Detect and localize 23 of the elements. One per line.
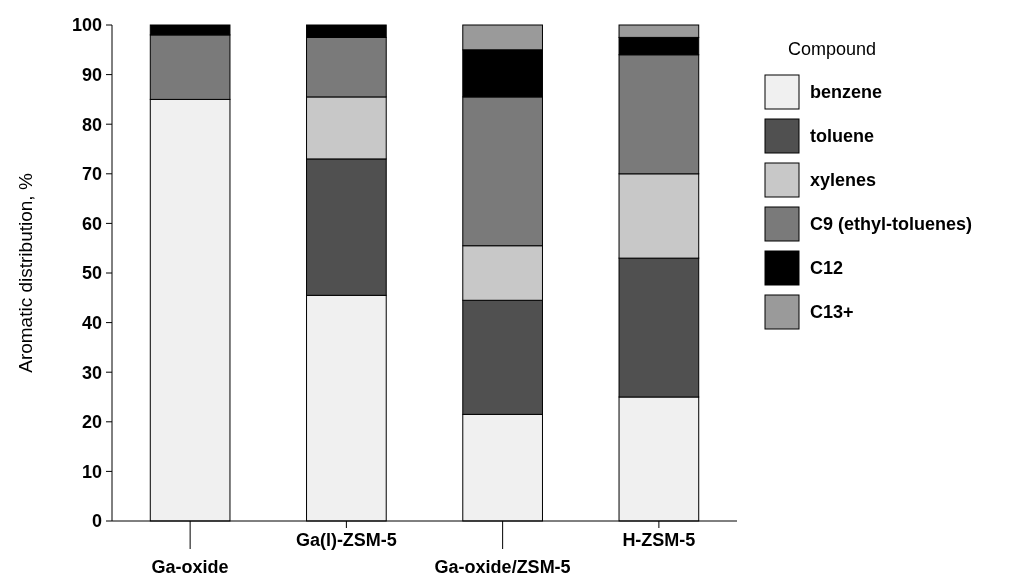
legend-label: C9 (ethyl-toluenes) [810,214,973,235]
y-tick-label: 80 [81,114,102,135]
y-tick-label: 10 [81,461,102,482]
y-tick-label: 50 [81,263,102,284]
x-tick-label: Ga-oxide/ZSM-5 [434,557,571,577]
y-tick-label: 90 [81,64,102,85]
y-tick-label: 0 [91,511,102,532]
legend-title: Compound [788,39,877,59]
x-tick-label: H-ZSM-5 [622,530,696,550]
legend-label: benzene [810,82,883,103]
legend-label: xylenes [810,170,877,191]
legend-label: C13+ [810,302,854,323]
x-tick-label: Ga(l)-ZSM-5 [295,530,397,550]
y-tick-label: 40 [81,312,102,333]
y-tick-label: 30 [81,362,102,383]
legend-label: toluene [810,126,875,147]
y-tick-label: 100 [71,15,102,36]
legend-label: C12 [810,258,844,279]
y-tick-label: 70 [81,164,102,185]
y-tick-label: 20 [81,412,102,433]
y-tick-label: 60 [81,213,102,234]
y-axis-title: Aromatic distribution, % [15,173,36,373]
x-tick-label: Ga-oxide [151,557,229,577]
